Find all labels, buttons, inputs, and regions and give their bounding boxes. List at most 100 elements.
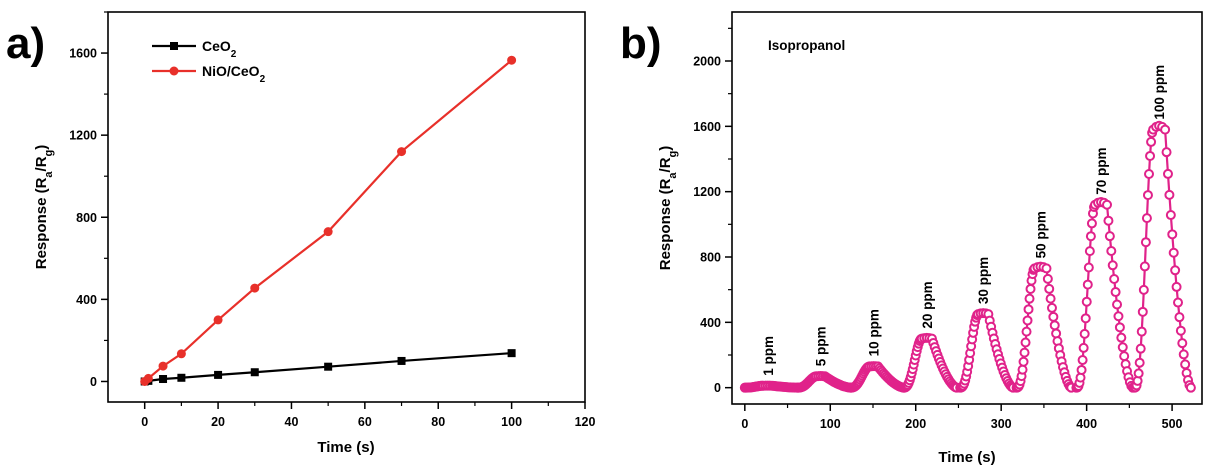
panel-b-series (739, 120, 1196, 393)
x-tick-label: 500 (1162, 417, 1183, 431)
x-tick-label: 0 (141, 415, 148, 429)
data-point (1114, 322, 1125, 333)
data-point-nio-ceo2 (397, 147, 407, 157)
data-point (1049, 320, 1060, 331)
data-point (1042, 273, 1053, 284)
panel-a-y-title-mid: /R (33, 156, 50, 171)
x-tick-label: 100 (820, 417, 841, 431)
data-point (1079, 328, 1090, 339)
data-point (1018, 356, 1029, 367)
data-point (1137, 306, 1148, 317)
x-tick-label: 60 (358, 415, 372, 429)
data-point (1077, 355, 1088, 366)
x-tick-label: 200 (905, 417, 926, 431)
data-point (1135, 343, 1146, 354)
data-point (1185, 382, 1196, 393)
legend-nio-ceo2-sub: 2 (260, 74, 266, 85)
panel-b-title: Isopropanol (768, 38, 845, 53)
legend-nio-ceo2-name: NiO/CeO (202, 63, 260, 79)
y-tick-label: 1600 (69, 47, 97, 61)
data-point (1161, 147, 1172, 158)
panel-a-y-title-sub-a: a (43, 171, 55, 178)
data-point (1133, 368, 1144, 379)
data-point (1167, 229, 1178, 240)
data-point (1162, 168, 1173, 179)
x-tick-label: 20 (211, 415, 225, 429)
panel-b-y-title-sub-g: g (667, 151, 679, 158)
data-point (1103, 215, 1114, 226)
panel-b: b) 0 100 200 300 400 500 0 400 800 1200 1600 2000 1… (620, 11, 1203, 466)
data-point (1020, 337, 1031, 348)
data-point (1116, 332, 1127, 343)
data-point (1109, 273, 1120, 284)
data-point (1024, 293, 1035, 304)
panel-b-letter: b) (620, 19, 662, 68)
legend-ceo2-name: CeO (202, 38, 231, 54)
data-point (1022, 315, 1033, 326)
concentration-label: 20 ppm (920, 281, 935, 328)
data-point (1175, 325, 1186, 336)
panel-b-y-title-mid: /R (657, 157, 674, 172)
data-point (1078, 342, 1089, 353)
data-point (1171, 281, 1182, 292)
data-point-nio-ceo2 (250, 283, 260, 293)
data-point-ceo2 (159, 375, 168, 384)
data-point (1139, 261, 1150, 272)
x-tick-label: 40 (285, 415, 299, 429)
y-tick-label: 0 (90, 375, 97, 389)
data-point (1084, 246, 1095, 257)
data-point (1160, 124, 1171, 135)
x-tick-label: 300 (991, 417, 1012, 431)
x-tick-label: 80 (431, 415, 445, 429)
panel-b-ticks: 0 100 200 300 400 500 0 400 800 1200 1600 2000 (693, 27, 1183, 431)
panel-b-frame (731, 11, 1203, 405)
x-tick-label: 0 (741, 417, 748, 431)
data-point-nio-ceo2 (507, 55, 517, 65)
data-point (1164, 189, 1175, 200)
data-point (1142, 190, 1153, 201)
x-tick-label: 100 (501, 415, 522, 429)
data-point (1112, 299, 1123, 310)
data-point (1086, 218, 1097, 229)
panel-b-y-axis-title: Response (Ra/Rg) (657, 146, 679, 271)
data-point-nio-ceo2 (176, 349, 186, 359)
x-tick-label: 120 (575, 415, 596, 429)
panel-a-series (140, 55, 517, 386)
data-point-nio-ceo2 (323, 227, 333, 237)
legend-nio-ceo2-label: NiO/CeO2 (202, 63, 266, 85)
data-point-ceo2 (324, 362, 333, 371)
data-point (1082, 279, 1093, 290)
data-point (1145, 150, 1156, 161)
data-point (1041, 263, 1052, 274)
data-point-ceo2 (507, 349, 516, 358)
concentration-label: 100 ppm (1152, 65, 1167, 120)
data-point (1025, 283, 1036, 294)
data-point (1104, 231, 1115, 242)
panel-a-frame (107, 11, 586, 403)
data-point (1140, 237, 1151, 248)
series-line-nio-ceo2 (143, 59, 513, 383)
data-point (1174, 312, 1185, 323)
data-point (1017, 364, 1028, 375)
y-tick-label: 1200 (693, 185, 721, 199)
panel-b-y-title-sub-a: a (667, 172, 679, 179)
data-point (1117, 342, 1128, 353)
panel-b-y-title-main: Response (R (657, 178, 674, 270)
data-point (1076, 364, 1087, 375)
y-tick-label: 2000 (693, 55, 721, 69)
data-point (1048, 311, 1059, 322)
panel-b-y-title-end: ) (657, 146, 674, 151)
data-point (1178, 349, 1189, 360)
data-point (1141, 213, 1152, 224)
data-point (1045, 293, 1056, 304)
data-point (1083, 262, 1094, 273)
data-point (1106, 246, 1117, 257)
legend-ceo2-sub: 2 (231, 49, 237, 60)
data-point (1044, 283, 1055, 294)
y-tick-label: 1200 (69, 129, 97, 143)
panel-a-legend: CeO2 NiO/CeO2 (152, 38, 266, 85)
y-tick-label: 0 (714, 381, 721, 395)
